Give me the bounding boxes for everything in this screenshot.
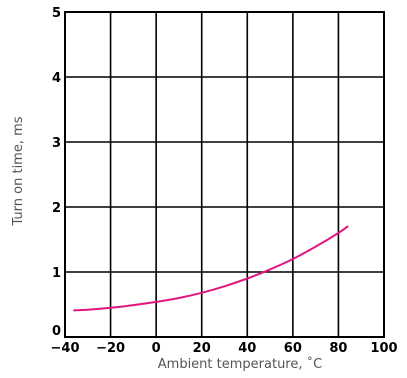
- x-tick-label: −20: [96, 341, 125, 356]
- x-tick-label: 20: [193, 341, 211, 356]
- plot-frame: [64, 11, 385, 338]
- y-tick-label: 4: [52, 71, 61, 86]
- x-tick-label: −40: [51, 341, 80, 356]
- x-axis-label: Ambient temperature, ˚C: [158, 356, 322, 372]
- x-tick-labels: −40 −20 0 20 40 60 80 100: [51, 341, 398, 356]
- x-tick-label: 80: [329, 341, 347, 356]
- series-layer: [73, 225, 349, 312]
- plot-border: [64, 11, 385, 338]
- grid: [65, 12, 384, 337]
- y-tick-label: 3: [52, 136, 61, 151]
- y-tick-label: 2: [52, 201, 61, 216]
- y-tick-label: 5: [52, 6, 61, 21]
- series-line: [73, 225, 349, 312]
- y-axis-label: Turn on time, ms: [11, 116, 26, 226]
- x-tick-label: 100: [370, 341, 397, 356]
- y-tick-labels: 0 1 2 3 4 5: [52, 6, 61, 339]
- x-tick-label: 40: [238, 341, 256, 356]
- x-tick-label: 60: [284, 341, 302, 356]
- y-tick-label: 0: [52, 324, 61, 339]
- x-tick-label: 0: [152, 341, 161, 356]
- y-tick-label: 1: [52, 266, 61, 281]
